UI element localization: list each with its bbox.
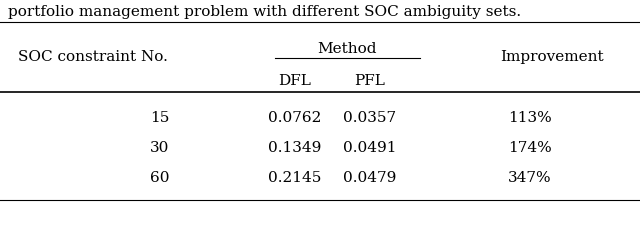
Text: 174%: 174% [508, 141, 552, 155]
Text: 0.0357: 0.0357 [344, 111, 397, 125]
Text: 30: 30 [150, 141, 170, 155]
Text: 113%: 113% [508, 111, 552, 125]
Text: 60: 60 [150, 171, 170, 185]
Text: Method: Method [317, 42, 377, 56]
Text: 0.0762: 0.0762 [268, 111, 322, 125]
Text: 0.1349: 0.1349 [268, 141, 322, 155]
Text: 15: 15 [150, 111, 170, 125]
Text: portfolio management problem with different SOC ambiguity sets.: portfolio management problem with differ… [8, 5, 521, 19]
Text: Improvement: Improvement [500, 50, 604, 64]
Text: 0.2145: 0.2145 [268, 171, 322, 185]
Text: 0.0479: 0.0479 [343, 171, 397, 185]
Text: PFL: PFL [355, 74, 385, 88]
Text: 347%: 347% [508, 171, 552, 185]
Text: 0.0491: 0.0491 [343, 141, 397, 155]
Text: DFL: DFL [278, 74, 312, 88]
Text: SOC constraint No.: SOC constraint No. [18, 50, 168, 64]
